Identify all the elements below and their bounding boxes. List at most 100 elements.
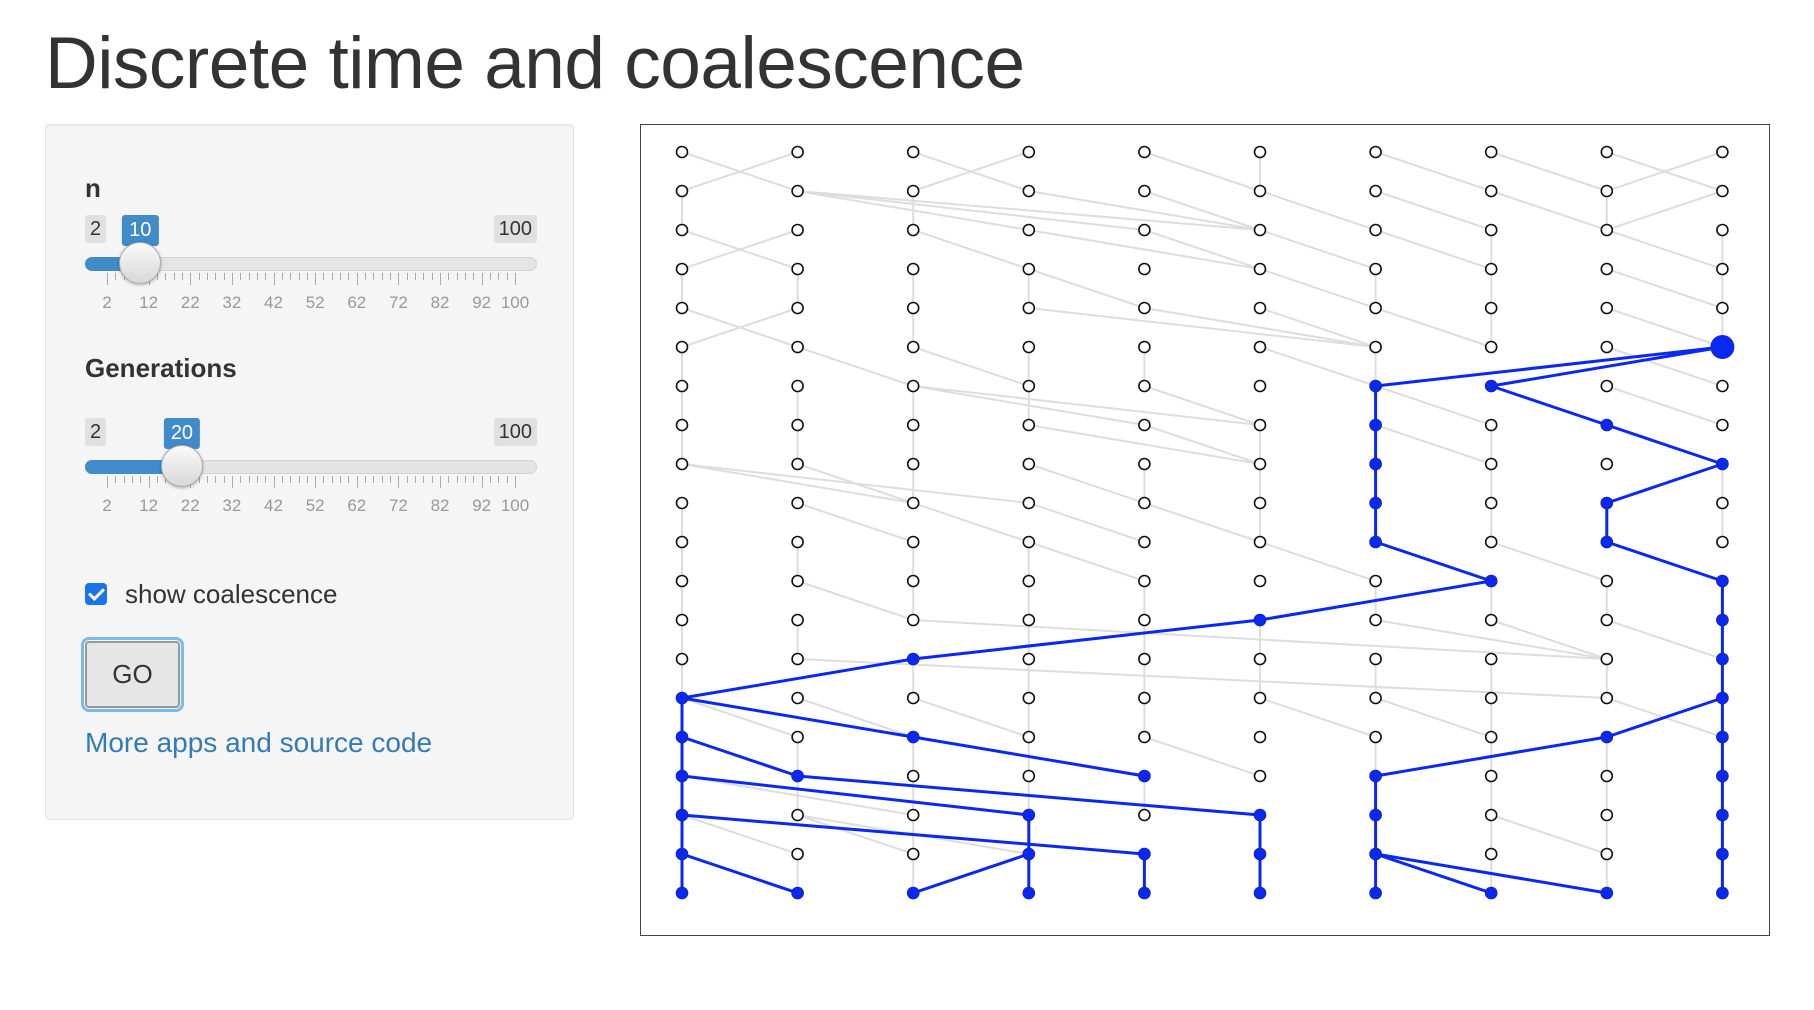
- show-coalescence-checkbox[interactable]: [85, 583, 107, 605]
- individual-node: [1484, 145, 1498, 159]
- generations-slider-tick-label: 52: [305, 496, 325, 515]
- individual-node: [1716, 535, 1729, 549]
- background-link: [797, 697, 914, 738]
- n-slider-tick: [340, 273, 342, 280]
- generations-slider-tick-label: 2: [102, 496, 112, 515]
- individual-node: [906, 769, 920, 783]
- background-link: [681, 697, 798, 738]
- individual-node: [1138, 535, 1151, 549]
- individual-node: [1138, 457, 1151, 471]
- individual-node: [1138, 301, 1151, 315]
- lineage-node: [1254, 614, 1266, 626]
- individual-node: [1253, 730, 1267, 744]
- individual-node: [1138, 340, 1151, 354]
- n-slider-tick-label: 92: [472, 293, 492, 312]
- generations-slider-tick: [381, 476, 383, 483]
- individual-node: [906, 808, 920, 822]
- background-link: [912, 502, 1030, 543]
- lineage-link: [1490, 345, 1723, 388]
- individual-node: [1138, 808, 1151, 822]
- more-apps-link[interactable]: More apps and source code: [85, 727, 433, 758]
- individual-node: [906, 301, 920, 315]
- lineage-link: [681, 657, 914, 700]
- n-slider-tick: [215, 273, 217, 280]
- individual-node: [1716, 496, 1729, 510]
- n-slider-tick: [315, 273, 317, 285]
- n-slider-tick: [406, 273, 408, 280]
- n-slider-tick: [473, 273, 475, 280]
- individual-node: [1600, 262, 1614, 276]
- n-slider[interactable]: 2 100 10 2 12 22 32 42 52 62 72 82 92 100: [85, 215, 537, 335]
- generations-slider[interactable]: 2 100 20 2 12 22 32 42 52 62 72 82 92 100: [85, 418, 537, 538]
- background-link: [1606, 385, 1723, 426]
- generations-slider-tick: [373, 476, 375, 483]
- mrca-node: [1710, 335, 1735, 359]
- individual-node: [906, 184, 920, 198]
- lineage-node: [1369, 848, 1382, 860]
- generations-slider-tick: [348, 476, 350, 483]
- lineage-link: [797, 774, 1261, 817]
- background-link: [797, 190, 1261, 231]
- n-slider-tick: [465, 273, 467, 280]
- individual-node: [1369, 574, 1382, 588]
- lineage-node: [1254, 809, 1266, 821]
- generations-slider-label: Generations: [85, 353, 237, 383]
- individual-node: [1484, 496, 1498, 510]
- lineage-node: [1369, 419, 1382, 431]
- individual-node: [1253, 457, 1267, 471]
- individual-node: [1716, 223, 1729, 237]
- background-link: [912, 151, 1030, 192]
- individual-node: [1484, 301, 1498, 315]
- generations-slider-tick: [140, 476, 142, 483]
- lineage-link: [1606, 462, 1723, 505]
- go-button[interactable]: GO: [81, 637, 184, 712]
- n-slider-tick-label: 82: [430, 293, 450, 312]
- background-link: [1606, 229, 1723, 270]
- n-slider-tick: [490, 273, 492, 280]
- lineage-node: [791, 770, 804, 782]
- lineage-link: [681, 774, 1029, 817]
- generations-slider-tick-label: 62: [347, 496, 367, 515]
- generations-slider-tick: [323, 476, 325, 483]
- n-slider-tick: [165, 273, 167, 280]
- lineage-node: [1716, 731, 1729, 743]
- generations-slider-tick: [440, 476, 442, 488]
- individual-node: [1484, 340, 1498, 354]
- generations-slider-tick: [306, 476, 308, 483]
- n-slider-handle[interactable]: [119, 242, 162, 284]
- generations-slider-tick: [365, 476, 367, 483]
- n-slider-max-label: 100: [493, 215, 537, 243]
- background-link: [1259, 268, 1376, 309]
- background-link: [1375, 151, 1492, 192]
- individual-node: [1253, 379, 1267, 393]
- individual-node: [1716, 379, 1729, 393]
- lineage-node: [1485, 575, 1498, 587]
- generations-slider-handle[interactable]: [160, 445, 203, 487]
- background-link: [1259, 307, 1376, 348]
- n-slider-tick: [231, 273, 233, 285]
- background-link: [1490, 541, 1608, 582]
- show-coalescence-row[interactable]: show coalescence: [85, 577, 337, 611]
- generations-slider-max-label: 100: [493, 418, 537, 446]
- individual-node: [675, 340, 689, 354]
- generations-slider-tick-label: 82: [430, 496, 450, 515]
- individual-node: [906, 262, 920, 276]
- background-link: [1144, 229, 1261, 270]
- show-coalescence-label[interactable]: show coalescence: [125, 578, 338, 609]
- individual-node: [791, 574, 804, 588]
- generations-slider-tick: [115, 476, 117, 483]
- n-slider-tick: [107, 273, 108, 285]
- n-slider-tick: [373, 273, 375, 280]
- background-link: [797, 463, 914, 504]
- individual-node: [1022, 652, 1036, 666]
- n-slider-tick: [290, 273, 292, 280]
- n-slider-tick: [248, 273, 250, 280]
- background-link: [1606, 151, 1723, 192]
- individual-node: [791, 847, 804, 861]
- background-link: [1259, 229, 1376, 270]
- background-link: [1490, 619, 1608, 660]
- individual-node: [1138, 223, 1151, 237]
- individual-node: [791, 184, 804, 198]
- lineage-node: [1138, 887, 1151, 899]
- individual-node: [1484, 184, 1498, 198]
